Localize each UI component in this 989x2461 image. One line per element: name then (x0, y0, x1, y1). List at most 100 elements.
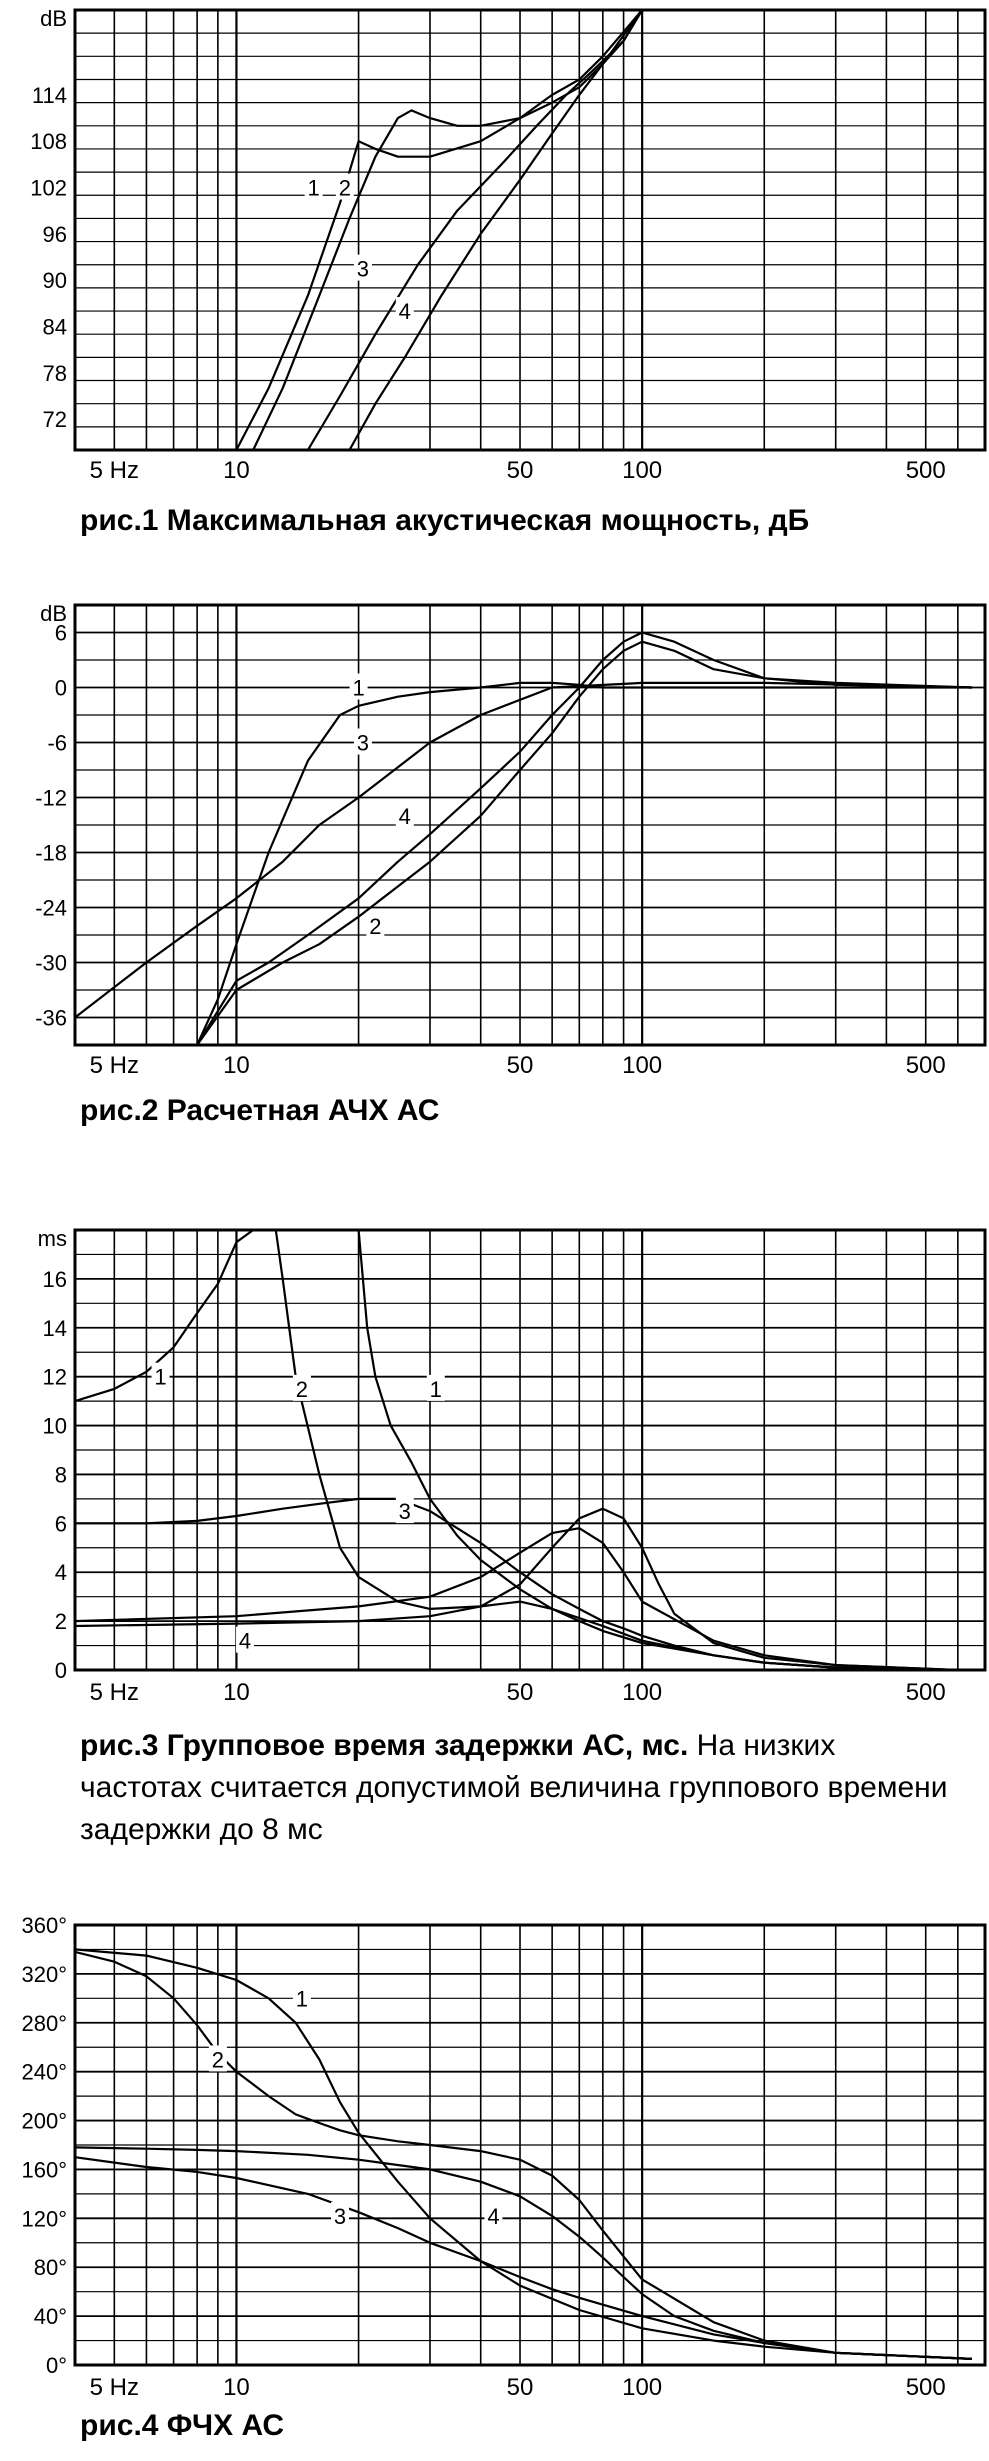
caption-figure-3: рис.3 Групповое время задержки АС, мс. Н… (80, 1725, 960, 1851)
y-tick-label: 96 (43, 222, 67, 247)
y-tick-label: 320° (21, 1962, 67, 1987)
series-label: 1 (352, 676, 364, 701)
y-tick-label: 8 (55, 1462, 67, 1487)
y-tick-label: 360° (21, 1913, 67, 1938)
series-label-bg (292, 1984, 311, 2011)
series-label-bg (353, 254, 372, 281)
series-line-1 (75, 681, 972, 1019)
y-tick-label: 80° (34, 2255, 67, 2280)
series-label-bg (208, 2045, 227, 2072)
series-label: 4 (399, 804, 411, 829)
y-tick-label: 14 (43, 1316, 67, 1341)
caption-figure-3-title: рис.3 Групповое время задержки АС, мс. (80, 1729, 689, 1762)
series-label-bg (366, 911, 385, 938)
x-tick-label: 500 (906, 2374, 946, 2395)
series-line-4 (196, 631, 972, 1045)
caption-figure-1: рис.1 Максимальная акустическая мощность… (80, 504, 810, 537)
y-tick-label: 12 (43, 1365, 67, 1390)
y-tick-label: 102 (30, 176, 67, 201)
plot-frame (73, 603, 987, 1047)
y-tick-label: 72 (43, 407, 67, 432)
grid (74, 9, 986, 451)
x-tick-label: 5 Hz (90, 1052, 139, 1079)
plot-frame (73, 1228, 987, 1672)
y-tick-label: -6 (47, 731, 67, 756)
series-line-4 (348, 10, 644, 450)
series-line-extra (75, 1527, 958, 1670)
series-line-2 (75, 1950, 972, 2360)
y-tick-label: -12 (35, 786, 67, 811)
series-group (75, 1230, 958, 1670)
y-tick-label: 200° (21, 2109, 67, 2134)
y-unit-label: dB (40, 601, 67, 626)
y-tick-label: -24 (35, 896, 67, 921)
x-tick-label: 500 (906, 1052, 946, 1079)
y-tick-label: 6 (55, 1511, 67, 1536)
y-tick-label: 280° (21, 2011, 67, 2036)
series-label: 2 (296, 1377, 308, 1402)
series-label: 3 (357, 731, 369, 756)
x-tick-label: 500 (906, 457, 946, 484)
series-label: 3 (357, 257, 369, 282)
series-group (75, 1948, 972, 2360)
series-line-1 (75, 1230, 269, 1403)
y-tick-label: -18 (35, 841, 67, 866)
series-line-3 (75, 2156, 972, 2360)
series-line-3 (196, 681, 972, 1045)
series-label-bg (151, 1362, 170, 1389)
series-line-4 (75, 2146, 972, 2360)
x-tick-label: 100 (622, 2374, 662, 2395)
series-label: 2 (212, 2047, 224, 2072)
y-tick-label: 40° (34, 2304, 67, 2329)
series-label: 4 (399, 299, 411, 324)
x-tick-label: 50 (507, 2374, 534, 2395)
x-tick-label: 10 (223, 1679, 250, 1706)
series-label-bg (335, 173, 354, 200)
x-tick-label: 50 (507, 1052, 534, 1079)
y-tick-label: 240° (21, 2060, 67, 2085)
x-tick-label: 100 (622, 1052, 662, 1079)
plot-frame (73, 1923, 987, 2367)
series-line-2 (196, 640, 972, 1045)
y-tick-label: 114 (32, 83, 67, 108)
series-group (75, 631, 972, 1045)
caption-figure-2: рис.2 Расчетная АЧХ АС (80, 1094, 440, 1127)
grid (74, 604, 986, 1046)
series-label: 2 (369, 914, 381, 939)
y-tick-label: 2 (55, 1609, 67, 1634)
caption-figure-3-text: На низких частотах считается допустимой … (80, 1729, 948, 1846)
x-tick-label: 500 (906, 1679, 946, 1706)
chart-figure-4: 360° 320° 280° 240° 200° 160° 120° 80° 40° 0° 5 Hz… (21, 1913, 987, 2395)
x-tick-label: 50 (507, 457, 534, 484)
series-label: 3 (399, 1499, 411, 1524)
series-label-bg (236, 1626, 255, 1653)
series-label-bg (331, 2201, 350, 2228)
series-label-bg (395, 297, 414, 324)
series-label: 1 (296, 1986, 308, 2011)
y-tick-label: 84 (43, 314, 67, 339)
x-tick-label: 100 (622, 457, 662, 484)
series-label-bg (484, 2201, 503, 2228)
series-group (235, 10, 644, 450)
y-tick-label: 6 (55, 621, 67, 646)
series-line-1 (75, 1948, 972, 2360)
y-tick-label: 0 (55, 676, 67, 701)
x-tick-label: 5 Hz (90, 2374, 139, 2395)
y-tick-label: 78 (43, 361, 67, 386)
y-tick-label: 0 (55, 1658, 67, 1683)
x-tick-label: 50 (507, 1679, 534, 1706)
y-tick-label: 0° (46, 2353, 67, 2378)
series-line-4 (75, 1507, 958, 1670)
series-line-3 (306, 10, 644, 450)
y-tick-label: -36 (35, 1006, 67, 1031)
y-tick-label: 160° (21, 2157, 67, 2182)
x-tick-label: 10 (223, 457, 250, 484)
series-label: 4 (239, 1629, 251, 1654)
series-label: 2 (339, 176, 351, 201)
series-label-bg (395, 801, 414, 828)
series-line-1 (235, 10, 643, 450)
y-tick-label: 108 (30, 129, 67, 154)
y-tick-label: 10 (43, 1414, 67, 1439)
grid (74, 1229, 986, 1671)
